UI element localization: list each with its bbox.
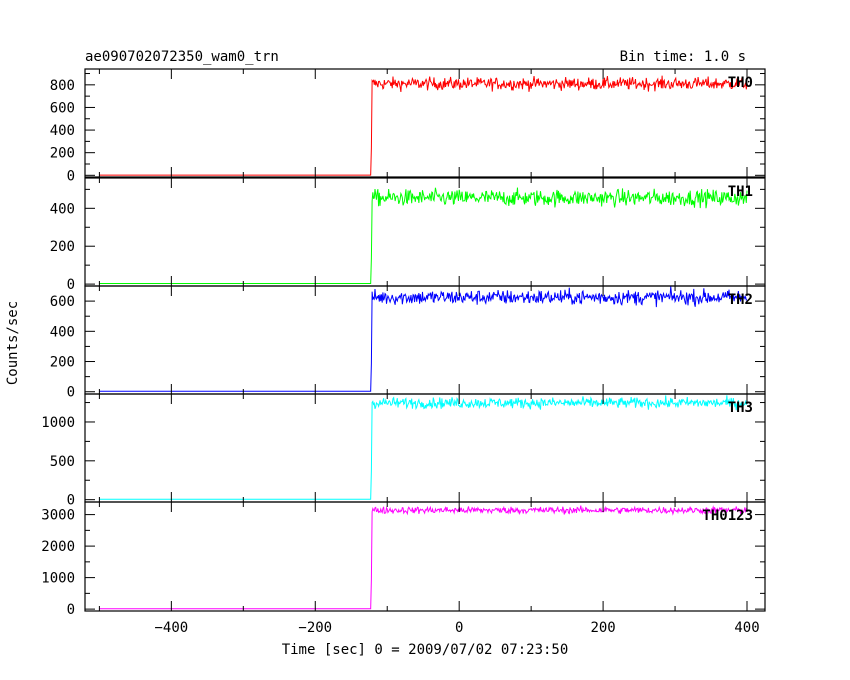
panel-label-th0: TH0 (728, 75, 753, 91)
y-tick-label: 0 (67, 277, 75, 293)
y-tick-label: 3000 (41, 508, 75, 524)
series-line-th2 (99, 286, 748, 392)
y-tick-label: 200 (50, 146, 75, 162)
y-tick-label: 400 (50, 123, 75, 139)
bin-time-label: Bin time: 1.0 s (620, 49, 746, 65)
y-tick-label: 0 (67, 602, 75, 618)
y-tick-label: 500 (50, 454, 75, 470)
y-tick-label: 0 (67, 168, 75, 184)
x-tick-label: 200 (590, 620, 615, 636)
y-axis-label: Counts/sec (5, 301, 21, 385)
series-line-th0123 (99, 505, 748, 610)
y-tick-label: 200 (50, 239, 75, 255)
panel-label-th3: TH3 (728, 400, 753, 416)
panel-frame (84, 393, 766, 503)
series-line-th3 (99, 395, 748, 500)
x-tick-label: −400 (154, 620, 188, 636)
panel-frame (84, 68, 766, 178)
y-tick-label: 200 (50, 355, 75, 371)
y-tick-label: 600 (50, 294, 75, 310)
panel-label-th0123: TH0123 (702, 508, 753, 524)
x-tick-labels: −400 −200 0 200 400 (154, 620, 759, 636)
series-line-th0 (99, 75, 748, 176)
y-tick-label: 800 (50, 78, 75, 94)
panel-frame (84, 501, 766, 612)
panels-group: 0 200 400 600 800 TH0 0 200 400 TH1 0 200 400 600 TH2 0… (41, 68, 766, 618)
y-tick-label: 1000 (41, 571, 75, 587)
y-tick-label: 400 (50, 201, 75, 217)
panel-label-th2: TH2 (728, 292, 753, 308)
x-tick-label: 0 (455, 620, 463, 636)
panel-label-th1: TH1 (728, 184, 753, 200)
x-axis-label: Time [sec] 0 = 2009/07/02 07:23:50 (282, 642, 569, 658)
y-tick-label: 0 (67, 385, 75, 401)
y-tick-label: 0 (67, 493, 75, 509)
chart-title: ae090702072350_wam0_trn (85, 49, 279, 65)
y-tick-label: 400 (50, 324, 75, 340)
y-tick-label: 2000 (41, 539, 75, 555)
x-tick-label: 400 (734, 620, 759, 636)
y-tick-label: 600 (50, 100, 75, 116)
panel-frame (84, 285, 766, 395)
x-tick-label: −200 (298, 620, 332, 636)
y-tick-label: 1000 (41, 415, 75, 431)
series-line-th1 (99, 187, 748, 285)
